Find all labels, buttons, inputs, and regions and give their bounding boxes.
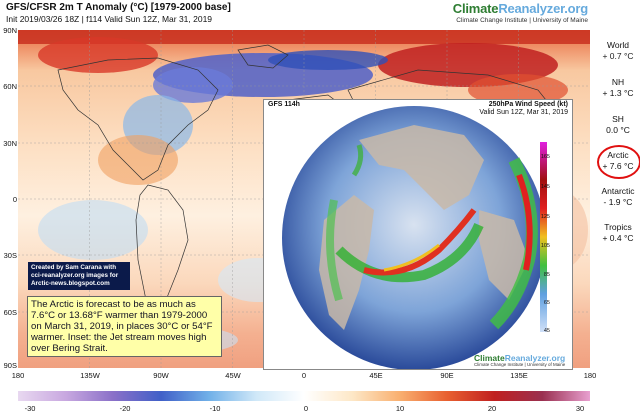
stat-tropics-label: Tropics — [604, 222, 632, 232]
lon-label: 135W — [80, 371, 100, 380]
colorbar-tick: -20 — [119, 404, 131, 413]
lon-label: 90W — [153, 371, 169, 380]
colorbar-tick: 30 — [575, 404, 585, 413]
forecast-note: The Arctic is forecast to be as much as … — [27, 296, 222, 357]
lon-label: 90E — [440, 371, 454, 380]
brand-subtitle: Climate Change Institute | University of… — [456, 17, 588, 24]
colorbar-tick: -10 — [209, 404, 221, 413]
stat-antarctic-label: Antarctic — [601, 186, 635, 196]
brand-logo[interactable]: ClimateReanalyzer.org — [453, 1, 588, 16]
stat-arctic-label: Arctic — [607, 150, 629, 160]
inset-valid-time: Valid Sun 12Z, Mar 31, 2019 — [479, 109, 568, 116]
scale-tick: 105 — [540, 243, 550, 249]
credit-line: cci-reanalyzer.org images for — [31, 272, 119, 279]
credit-line: Arctic-news.blogspot.com — [31, 280, 110, 287]
inset-brand-subtitle: Climate Change Institute | University of… — [474, 362, 566, 367]
scale-tick: 85 — [543, 272, 550, 278]
stat-antarctic-value: - 1.9 °C — [603, 197, 633, 207]
lon-label: 180 — [11, 371, 25, 380]
scale-tick: 145 — [540, 184, 550, 190]
lon-label: 45W — [225, 371, 241, 380]
brand-part-b: Reanalyzer.org — [498, 1, 588, 16]
colorbar-tick: -30 — [24, 404, 36, 413]
inset-right-title: 250hPa Wind Speed (kt) — [488, 101, 568, 108]
inset-brand-part-b: Reanalyzer.org — [504, 353, 566, 363]
stat-nh-label: NH — [611, 77, 625, 87]
colorbar-tick: 20 — [487, 404, 497, 413]
stat-world-value: + 0.7 °C — [602, 51, 634, 61]
jet-stream-globe — [282, 106, 547, 369]
scale-tick: 165 — [540, 154, 550, 160]
lon-label: 180 — [583, 371, 597, 380]
lat-label: 60S — [3, 308, 17, 317]
map-subtitle: Init 2019/03/26 18Z | f114 Valid Sun 12Z… — [6, 14, 213, 24]
lat-label: 90N — [3, 26, 17, 35]
lat-label: 30N — [3, 139, 17, 148]
lon-label: 0 — [301, 371, 307, 380]
credit-box: Created by Sam Carana with cci-reanalyze… — [28, 262, 130, 290]
inset-brand-part-a: Climate — [474, 353, 505, 363]
lon-label: 135E — [510, 371, 528, 380]
lon-label: 45E — [369, 371, 383, 380]
colorbar-tick: 0 — [303, 404, 309, 413]
inset-left-title: GFS 114h — [268, 101, 300, 108]
brand-part-a: Climate — [452, 1, 499, 16]
stat-sh-label: SH — [612, 114, 624, 124]
lat-label: 30S — [3, 251, 17, 260]
colorbar-tick: 10 — [395, 404, 405, 413]
stat-nh-value: + 1.3 °C — [602, 88, 634, 98]
lat-label: 90S — [3, 361, 17, 370]
lat-label: 0 — [12, 195, 17, 204]
map-title: GFS/CFSR 2m T Anomaly (°C) [1979-2000 ba… — [6, 2, 231, 13]
scale-tick: 65 — [543, 300, 550, 306]
stat-tropics-value: + 0.4 °C — [602, 233, 634, 243]
stat-sh-value: 0.0 °C — [606, 125, 630, 135]
scale-tick: 125 — [540, 214, 550, 220]
lat-label: 60N — [3, 82, 17, 91]
colorbar — [18, 391, 590, 401]
jet-stream-inset: GFS 114h 250hPa Wind Speed (kt) Valid Su… — [263, 99, 573, 370]
scale-tick: 45 — [543, 328, 550, 334]
credit-line: Created by Sam Carana with — [31, 264, 117, 271]
stat-arctic-value: + 7.6 °C — [602, 161, 634, 171]
stat-world-label: World — [606, 40, 630, 50]
inset-brand-logo[interactable]: ClimateReanalyzer.org — [474, 353, 565, 363]
